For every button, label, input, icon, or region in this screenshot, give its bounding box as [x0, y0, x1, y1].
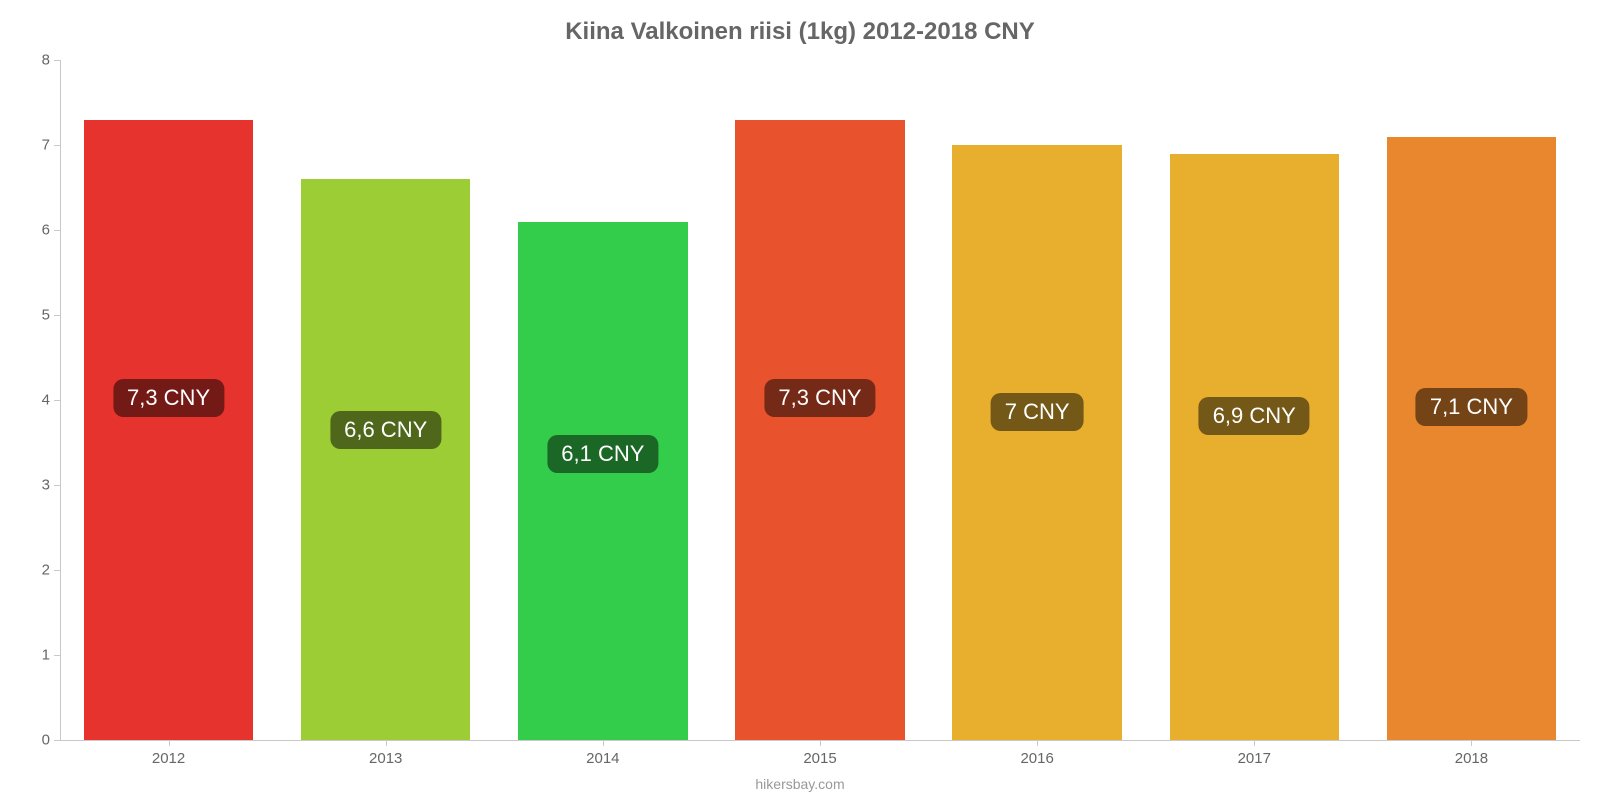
bar: 6,1 CNY: [518, 222, 687, 741]
bar-value-badge: 6,6 CNY: [330, 411, 441, 449]
y-tick: [54, 740, 60, 741]
x-tick: [386, 740, 387, 746]
x-tick: [1471, 740, 1472, 746]
chart-footer: hikersbay.com: [0, 776, 1600, 792]
y-tick: [54, 400, 60, 401]
y-tick-label: 6: [10, 222, 50, 239]
x-tick-label: 2017: [1174, 750, 1334, 767]
y-tick-label: 1: [10, 647, 50, 664]
y-tick: [54, 570, 60, 571]
x-tick-label: 2015: [740, 750, 900, 767]
y-tick: [54, 655, 60, 656]
x-tick-label: 2014: [523, 750, 683, 767]
y-tick: [54, 230, 60, 231]
x-tick: [603, 740, 604, 746]
y-tick-label: 5: [10, 307, 50, 324]
chart-container: Kiina Valkoinen riisi (1kg) 2012-2018 CN…: [0, 0, 1600, 800]
bar-value-badge: 7 CNY: [991, 393, 1084, 431]
bar-value-badge: 7,1 CNY: [1416, 388, 1527, 426]
y-tick-label: 3: [10, 477, 50, 494]
y-tick: [54, 145, 60, 146]
bar: 7,3 CNY: [735, 120, 904, 741]
plot-area: 01234567820127,3 CNY20136,6 CNY20146,1 C…: [60, 60, 1580, 740]
y-tick: [54, 315, 60, 316]
bar-value-badge: 6,1 CNY: [547, 435, 658, 473]
y-tick: [54, 60, 60, 61]
y-axis: [60, 60, 61, 740]
y-tick: [54, 485, 60, 486]
x-tick-label: 2013: [306, 750, 466, 767]
bar-value-badge: 6,9 CNY: [1199, 397, 1310, 435]
x-tick-label: 2012: [89, 750, 249, 767]
y-tick-label: 2: [10, 562, 50, 579]
y-tick-label: 7: [10, 137, 50, 154]
y-tick-label: 0: [10, 732, 50, 749]
y-tick-label: 8: [10, 52, 50, 69]
x-tick: [1037, 740, 1038, 746]
bar-value-badge: 7,3 CNY: [764, 379, 875, 417]
bar-value-badge: 7,3 CNY: [113, 379, 224, 417]
x-tick: [169, 740, 170, 746]
bar: 7 CNY: [952, 145, 1121, 740]
bar: 6,6 CNY: [301, 179, 470, 740]
bar: 7,3 CNY: [84, 120, 253, 741]
x-tick-label: 2016: [957, 750, 1117, 767]
y-tick-label: 4: [10, 392, 50, 409]
bar: 7,1 CNY: [1387, 137, 1556, 741]
x-tick: [1254, 740, 1255, 746]
bar: 6,9 CNY: [1170, 154, 1339, 741]
chart-title: Kiina Valkoinen riisi (1kg) 2012-2018 CN…: [0, 0, 1600, 60]
x-tick: [820, 740, 821, 746]
x-tick-label: 2018: [1391, 750, 1551, 767]
